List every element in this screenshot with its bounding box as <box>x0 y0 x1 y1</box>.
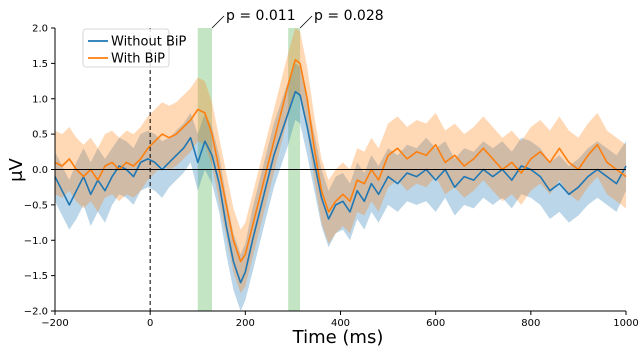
legend-entry: Without BiP <box>111 35 186 50</box>
legend-entry: With BiP <box>111 52 165 67</box>
annotation-leader <box>211 15 225 29</box>
y-tick-label: 0.0 <box>32 165 48 176</box>
annotation-leader <box>299 15 313 29</box>
x-tick-label: −200 <box>41 318 68 329</box>
confidence-band <box>55 28 626 294</box>
p-value-annotation: p = 0.028 <box>314 8 384 24</box>
x-tick-label: 600 <box>426 318 445 329</box>
y-tick-label: 1.0 <box>32 94 48 105</box>
y-tick-label: −2.0 <box>24 307 48 318</box>
reference-lines <box>55 28 626 311</box>
x-tick-label: 200 <box>236 318 255 329</box>
annotations: p = 0.011 p = 0.028 <box>211 8 384 29</box>
y-tick-label: −1.0 <box>24 236 48 247</box>
y-tick-label: 0.5 <box>32 130 48 141</box>
series-line <box>54 90 627 284</box>
axes: −200 0 200 400 600 800 1000 −2.0 −1.5 −1.0 −0.5 0.0… <box>24 24 639 330</box>
x-tick-label: 800 <box>521 318 540 329</box>
series-lines <box>54 58 627 284</box>
y-tick-label: 2.0 <box>32 24 48 35</box>
x-tick-label: 400 <box>331 318 350 329</box>
confidence-band <box>55 63 626 312</box>
y-axis-label: μV <box>6 157 27 181</box>
confidence-bands <box>55 28 626 312</box>
legend: Without BiP With BiP <box>82 28 186 68</box>
x-tick-label: 0 <box>147 318 153 329</box>
y-tick-label: 1.5 <box>32 59 48 70</box>
series-line <box>54 58 627 263</box>
y-tick-label: −1.5 <box>24 271 48 282</box>
p-value-annotation: p = 0.011 <box>226 8 296 24</box>
x-tick-label: 1000 <box>613 318 638 329</box>
x-axis-label: Time (ms) <box>292 327 384 347</box>
y-tick-label: −0.5 <box>24 200 48 211</box>
